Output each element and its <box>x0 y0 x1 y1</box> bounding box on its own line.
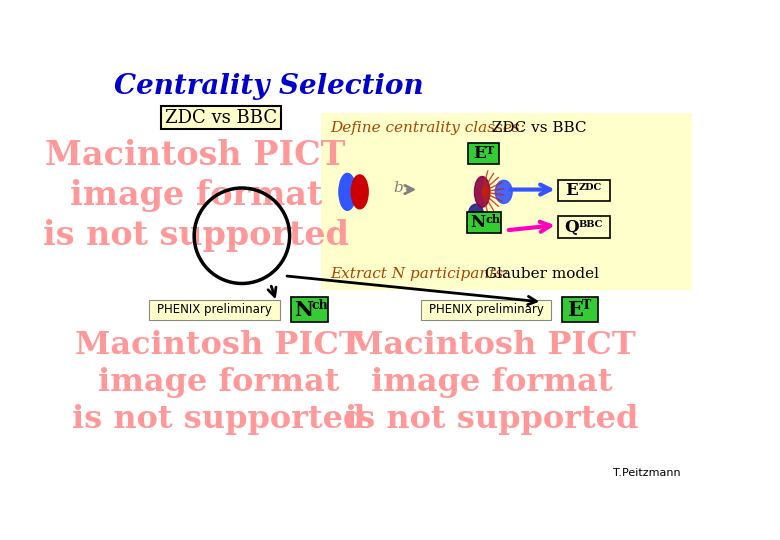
Text: is not supported: is not supported <box>43 219 349 252</box>
FancyBboxPatch shape <box>562 298 597 322</box>
Text: Q: Q <box>564 219 579 236</box>
Ellipse shape <box>351 175 368 209</box>
Text: is not supported: is not supported <box>346 404 639 435</box>
Text: ch: ch <box>485 214 500 225</box>
FancyBboxPatch shape <box>420 300 551 320</box>
Text: Glauber model: Glauber model <box>480 267 599 281</box>
Text: ZDC vs BBC: ZDC vs BBC <box>165 109 277 127</box>
FancyBboxPatch shape <box>468 143 499 164</box>
Text: T: T <box>582 299 591 312</box>
Text: E: E <box>566 300 583 320</box>
Text: image format: image format <box>69 179 322 212</box>
Text: Centrality Selection: Centrality Selection <box>114 73 424 100</box>
FancyBboxPatch shape <box>558 217 610 238</box>
Text: T: T <box>486 145 495 156</box>
Text: is not supported: is not supported <box>72 404 366 435</box>
Text: b: b <box>393 181 403 195</box>
Text: N: N <box>470 214 486 231</box>
FancyBboxPatch shape <box>321 112 693 289</box>
Text: PHENIX preliminary: PHENIX preliminary <box>157 303 271 316</box>
Text: E: E <box>473 145 485 162</box>
Text: image format: image format <box>371 367 613 399</box>
Text: ZDC: ZDC <box>579 183 601 192</box>
FancyBboxPatch shape <box>161 106 281 130</box>
Text: ch: ch <box>312 299 328 312</box>
FancyBboxPatch shape <box>466 212 501 233</box>
FancyBboxPatch shape <box>558 179 610 201</box>
Ellipse shape <box>468 204 484 226</box>
FancyBboxPatch shape <box>149 300 279 320</box>
Text: ZDC vs BBC: ZDC vs BBC <box>487 121 587 135</box>
Text: Macintosh PICT: Macintosh PICT <box>75 330 363 361</box>
FancyBboxPatch shape <box>291 298 328 322</box>
Text: N: N <box>294 300 313 320</box>
Ellipse shape <box>474 177 490 207</box>
Text: Extract N participants:: Extract N participants: <box>331 267 509 281</box>
Text: T.Peitzmann: T.Peitzmann <box>613 468 681 478</box>
Text: Macintosh PICT: Macintosh PICT <box>349 330 636 361</box>
Text: image format: image format <box>98 367 339 399</box>
Text: Macintosh PICT: Macintosh PICT <box>45 139 346 172</box>
Text: PHENIX preliminary: PHENIX preliminary <box>428 303 544 316</box>
Text: E: E <box>565 182 578 199</box>
Text: BBC: BBC <box>579 220 603 229</box>
Ellipse shape <box>495 180 512 204</box>
Ellipse shape <box>339 173 356 211</box>
Text: Define centrality classes:: Define centrality classes: <box>331 121 526 135</box>
